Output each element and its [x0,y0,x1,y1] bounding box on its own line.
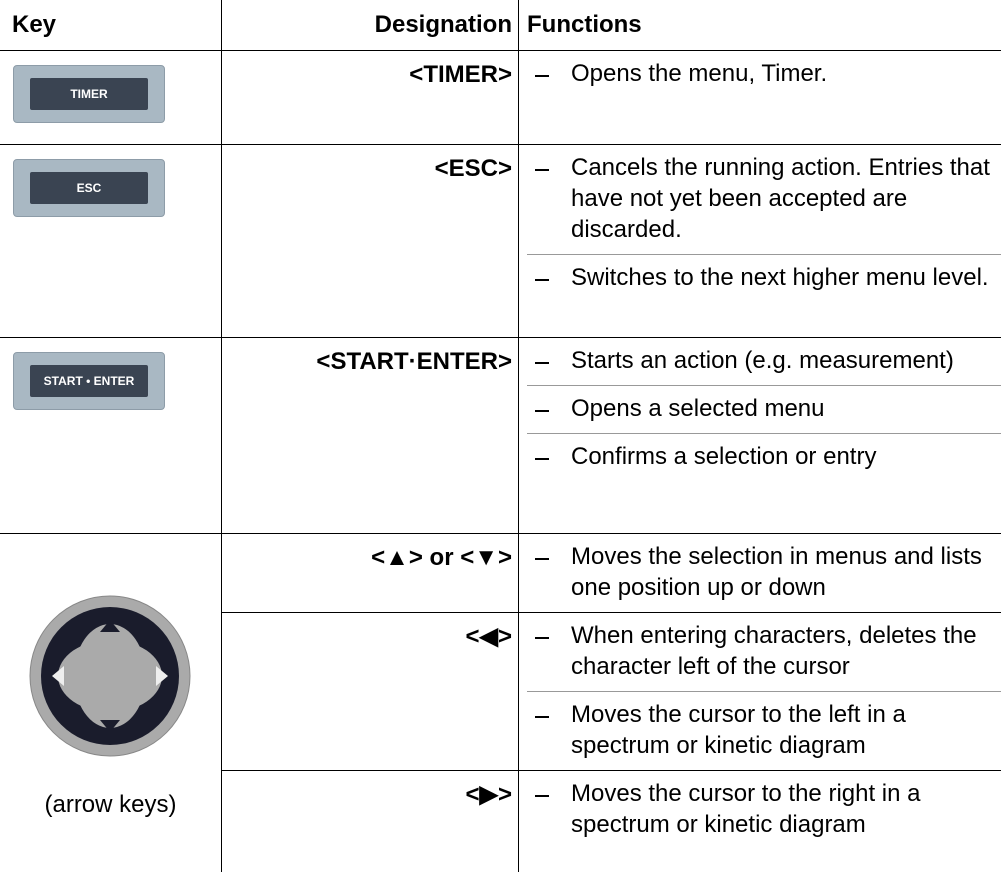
bullet-dash [535,795,549,797]
function-item: Opens a selected menu [527,385,1001,433]
function-item: Switches to the next higher menu level. [527,254,1001,302]
key-button: ESC [13,159,165,217]
function-item: Moves the cursor to the right in a spect… [519,771,1001,849]
header-key: Key [0,0,222,50]
key-label: ESC [30,172,148,204]
designation-cell: <ESC> [222,144,519,337]
functions-cell: Moves the cursor to the right in a spect… [519,770,1001,872]
key-cell: START • ENTER [0,337,222,533]
bullet-dash [535,75,549,77]
bullet-dash [535,458,549,460]
row: TIMER <TIMER> Opens the menu, Timer. [0,50,1001,144]
bullet-dash [535,410,549,412]
bullet-dash [535,558,549,560]
designation: <ESC> [222,145,518,184]
function-item: When entering characters, deletes the ch… [519,613,1001,691]
function-item: Cancels the running action. Entries that… [519,145,1001,254]
function-text: Confirms a selection or entry [571,443,876,470]
function-text: Switches to the next higher menu level. [571,264,989,291]
designation-cell: <▲> or <▼> [222,533,519,612]
function-text: Moves the selection in menus and lists o… [571,543,982,601]
key-label: START • ENTER [30,365,148,397]
functions-cell: Cancels the running action. Entries that… [519,144,1001,337]
row: ESC <ESC> Cancels the running action. Entr… [0,144,1001,337]
designation-cell: <◀> [222,612,519,770]
function-text: Opens a selected menu [571,395,825,422]
functions-cell: When entering characters, deletes the ch… [519,612,1001,770]
bullet-dash [535,362,549,364]
function-item: Opens the menu, Timer. [519,51,1001,98]
designation: <▲> or <▼> [222,534,518,573]
header-row: Key Designation Functions [0,0,1001,50]
bullet-dash [535,637,549,639]
header-designation: Designation [222,0,519,50]
bullet-dash [535,279,549,281]
row: START • ENTER<START·ENTER>Starts an acti… [0,337,1001,533]
bullet-dash [535,169,549,171]
key-caption: (arrow keys) [0,791,221,819]
functions-cell: Opens the menu, Timer. [519,50,1001,144]
key-button: START • ENTER [13,352,165,410]
function-text: Moves the cursor to the right in a spect… [571,780,921,838]
function-text: Moves the cursor to the left in a spectr… [571,701,906,759]
key-cell: TIMER [0,50,222,144]
function-text: Cancels the running action. Entries that… [571,154,990,243]
key-cell: (arrow keys) [0,533,222,872]
key-button: TIMER [13,65,165,123]
key-label: TIMER [30,78,148,110]
row: (arrow keys)<▲> or <▼>Moves the selectio… [0,533,1001,612]
designation: <START·ENTER> [222,338,518,377]
designation: <TIMER> [222,51,518,90]
designation: <◀> [222,613,518,652]
function-item: Moves the selection in menus and lists o… [519,534,1001,612]
designation-cell: <START·ENTER> [222,337,519,533]
function-text: When entering characters, deletes the ch… [571,622,977,680]
header-functions: Functions [519,0,1001,50]
bullet-dash [535,716,549,718]
designation: <▶> [222,771,518,810]
function-item: Moves the cursor to the left in a spectr… [527,691,1001,770]
function-item: Starts an action (e.g. measurement) [519,338,1001,385]
functions-cell: Moves the selection in menus and lists o… [519,533,1001,612]
arrow-pad [0,534,221,764]
function-text: Opens the menu, Timer. [571,60,827,87]
function-item: Confirms a selection or entry [527,433,1001,481]
designation-cell: <▶> [222,770,519,872]
key-cell: ESC [0,144,222,337]
functions-cell: Starts an action (e.g. measurement) Opens… [519,337,1001,533]
designation-cell: <TIMER> [222,50,519,144]
function-text: Starts an action (e.g. measurement) [571,347,954,374]
